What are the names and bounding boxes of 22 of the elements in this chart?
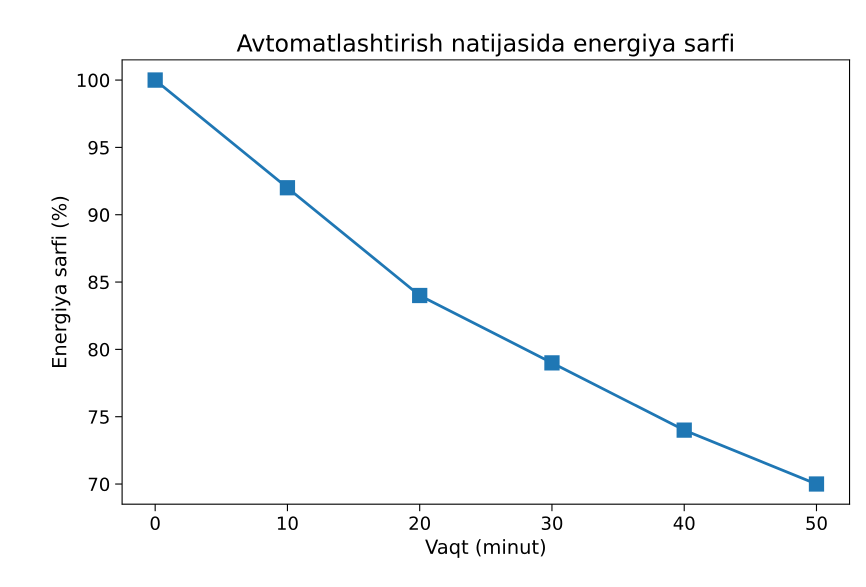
y-axis-title: Energiya sarfi (%)	[51, 196, 70, 367]
x-tick-label: 0	[150, 516, 160, 530]
y-tick-label: 95	[88, 140, 109, 155]
y-tick-label: 80	[88, 342, 110, 356]
chart-title: Avtomatlashtirish natijasida energiya sarfi	[236, 34, 733, 56]
x-tick-label: 20	[410, 516, 430, 530]
x-tick-label: 30	[542, 516, 562, 530]
y-tick-label: 85	[88, 276, 109, 290]
x-tick-label: 10	[278, 516, 298, 530]
x-tick-label: 50	[806, 516, 827, 530]
point	[544, 355, 560, 370]
point	[412, 288, 428, 304]
point	[676, 422, 692, 438]
point	[148, 72, 163, 88]
y-tick-label: 100	[78, 74, 110, 88]
y-tick-label: 90	[88, 208, 110, 222]
point	[808, 476, 824, 492]
y-tick-label: 75	[88, 410, 109, 424]
point	[280, 180, 296, 196]
y-tick-label: 70	[88, 477, 110, 492]
x-axis-title: Vaqt (minut)	[425, 539, 545, 558]
x-tick-label: 40	[674, 516, 695, 530]
